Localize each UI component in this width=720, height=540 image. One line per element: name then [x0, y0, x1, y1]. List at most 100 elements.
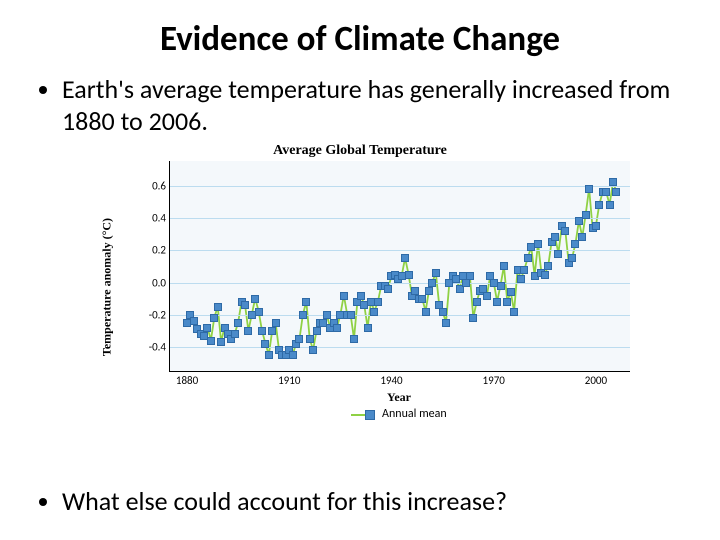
legend-marker-icon [365, 410, 375, 420]
data-marker [585, 185, 593, 193]
gridline [170, 218, 630, 219]
data-marker [214, 303, 222, 311]
data-marker [520, 266, 528, 274]
data-marker [517, 275, 525, 283]
bullet-list-bottom: What else could account for this increas… [30, 486, 690, 518]
data-marker [309, 346, 317, 354]
data-marker [272, 319, 280, 327]
y-axis-label: Temperature anomaly (°C) [97, 161, 117, 413]
data-marker [258, 327, 266, 335]
data-marker [370, 308, 378, 316]
x-tick-label: 1970 [483, 371, 505, 387]
data-marker [425, 287, 433, 295]
data-marker [473, 298, 481, 306]
data-marker [261, 340, 269, 348]
data-marker [612, 188, 620, 196]
data-marker [568, 254, 576, 262]
data-marker [268, 327, 276, 335]
data-marker [595, 201, 603, 209]
data-marker [534, 240, 542, 248]
plot-area: -0.4-0.20.00.20.40.618801910194019702000 [169, 161, 630, 372]
data-marker [507, 288, 515, 296]
data-marker [350, 335, 358, 343]
data-marker [251, 295, 259, 303]
chart-title: Average Global Temperature [95, 143, 625, 159]
data-marker [203, 324, 211, 332]
data-marker [592, 222, 600, 230]
data-marker [313, 327, 321, 335]
data-marker [364, 324, 372, 332]
data-marker [217, 338, 225, 346]
y-tick-label: 0.0 [132, 276, 170, 289]
y-tick-label: -0.2 [132, 308, 170, 321]
slide-title: Evidence of Climate Change [30, 18, 690, 60]
data-marker [551, 233, 559, 241]
data-marker [374, 298, 382, 306]
legend-label: Annual mean [382, 407, 447, 421]
slide: Evidence of Climate Change Earth's avera… [0, 0, 720, 540]
data-marker [384, 285, 392, 293]
data-marker [469, 314, 477, 322]
x-tick-label: 1940 [380, 371, 402, 387]
gridline [170, 315, 630, 316]
data-marker [609, 178, 617, 186]
data-marker [418, 295, 426, 303]
data-marker [244, 327, 252, 335]
x-axis-label: Year [169, 390, 629, 405]
data-marker [541, 271, 549, 279]
chart-area: Temperature anomaly (°C) -0.4-0.20.00.20… [143, 161, 625, 413]
gridline [170, 186, 630, 187]
data-marker [432, 269, 440, 277]
legend-line-icon [351, 414, 365, 416]
data-marker [582, 211, 590, 219]
gridline [170, 347, 630, 348]
data-marker [323, 311, 331, 319]
data-marker [411, 287, 419, 295]
data-marker [602, 188, 610, 196]
data-marker [524, 254, 532, 262]
bullet-list-top: Earth's average temperature has generall… [42, 74, 690, 137]
data-marker [428, 279, 436, 287]
data-marker [207, 337, 215, 345]
data-marker [442, 319, 450, 327]
data-marker [234, 319, 242, 327]
data-marker [578, 233, 586, 241]
data-marker [340, 292, 348, 300]
data-marker [561, 227, 569, 235]
x-tick-label: 2000 [585, 371, 607, 387]
x-tick-label: 1880 [176, 371, 198, 387]
y-tick-label: 0.2 [132, 244, 170, 257]
chart-container: Average Global Temperature Temperature a… [95, 143, 625, 413]
chart-svg [170, 161, 630, 371]
y-tick-label: -0.4 [132, 341, 170, 354]
data-marker [210, 314, 218, 322]
data-marker [241, 301, 249, 309]
bullet-1: Earth's average temperature has generall… [62, 74, 690, 137]
data-marker [503, 298, 511, 306]
data-marker [500, 262, 508, 270]
data-marker [333, 324, 341, 332]
data-marker [289, 351, 297, 359]
data-marker [255, 308, 263, 316]
y-tick-label: 0.6 [132, 179, 170, 192]
data-marker [306, 335, 314, 343]
data-marker [439, 308, 447, 316]
data-marker [554, 250, 562, 258]
data-marker [606, 201, 614, 209]
data-marker [483, 292, 491, 300]
data-marker [422, 308, 430, 316]
data-marker [357, 292, 365, 300]
bullet-2: What else could account for this increas… [62, 486, 690, 518]
data-marker [347, 311, 355, 319]
data-marker [299, 311, 307, 319]
x-tick-label: 1910 [278, 371, 300, 387]
data-marker [265, 351, 273, 359]
data-marker [493, 298, 501, 306]
data-marker [497, 282, 505, 290]
data-marker [401, 254, 409, 262]
data-marker [510, 308, 518, 316]
data-marker [466, 272, 474, 280]
data-marker [231, 330, 239, 338]
data-marker [405, 271, 413, 279]
data-marker [190, 317, 198, 325]
